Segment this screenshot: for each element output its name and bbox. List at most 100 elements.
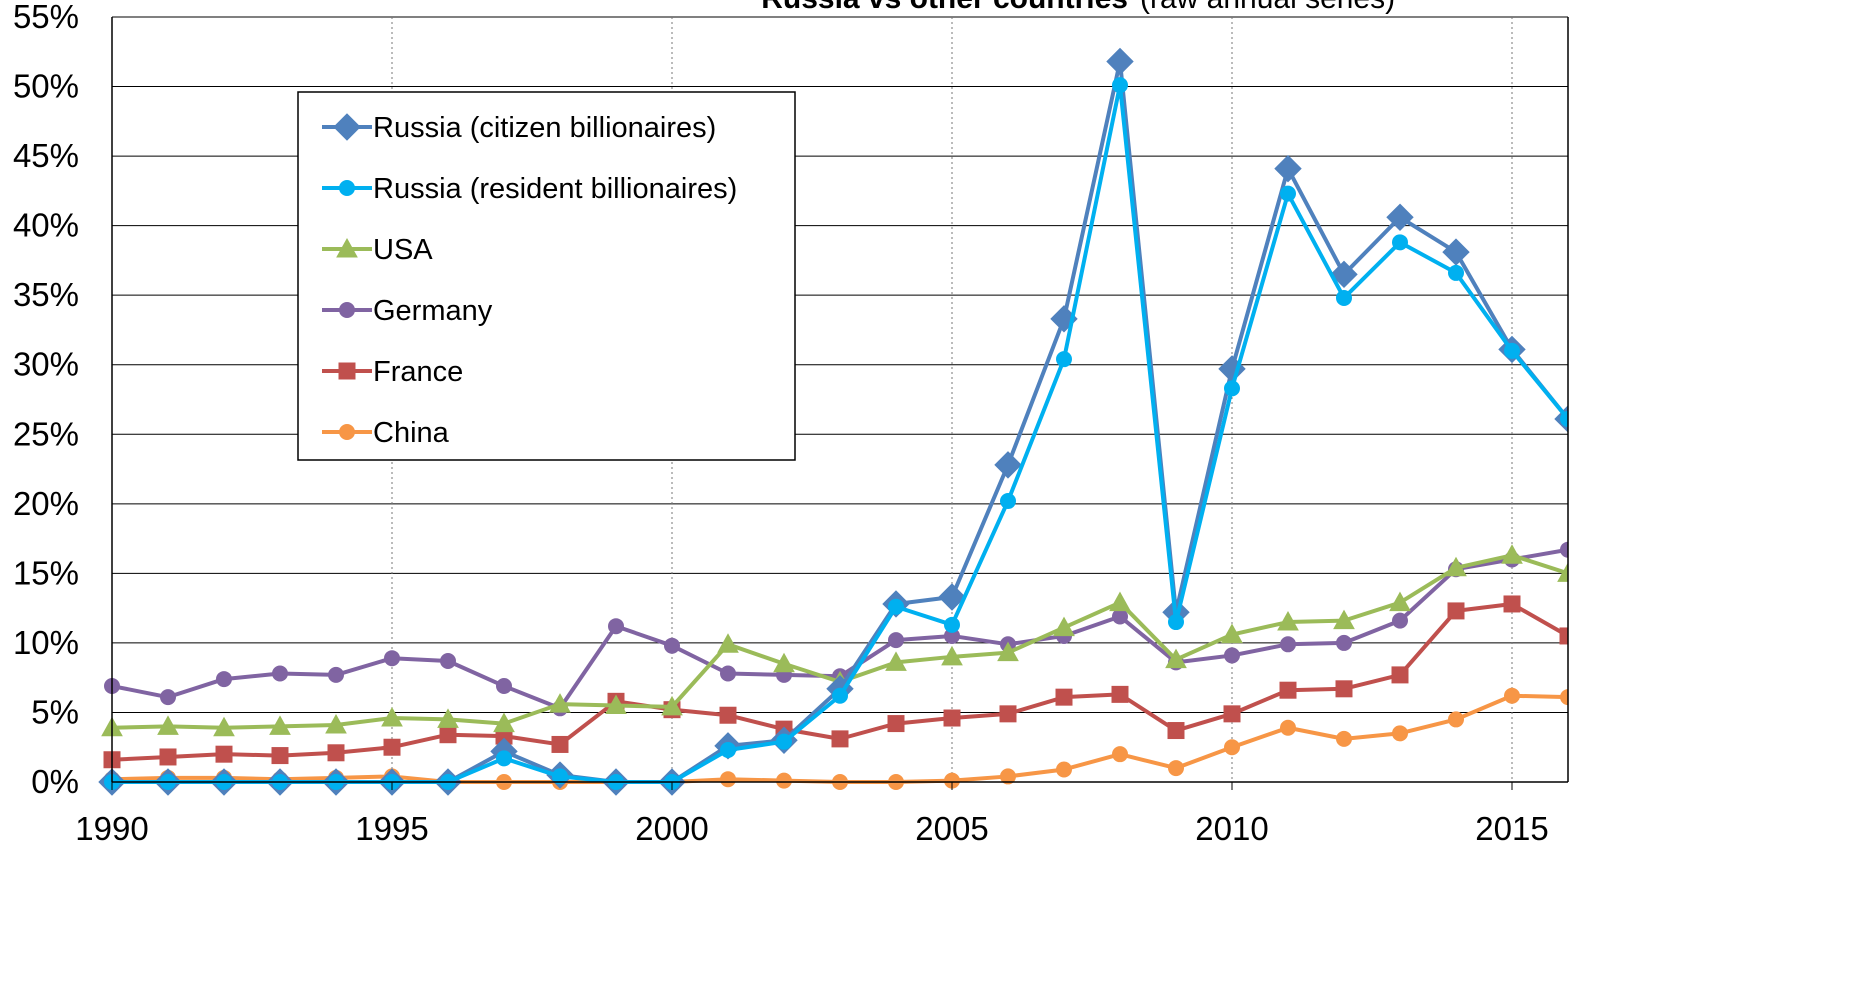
data-point bbox=[1503, 595, 1521, 613]
y-tick-label: 5% bbox=[31, 693, 79, 730]
x-tick-label: 1995 bbox=[355, 810, 428, 847]
data-point bbox=[776, 772, 792, 789]
x-tick-label: 2005 bbox=[915, 810, 988, 847]
legend-marker bbox=[338, 362, 356, 380]
data-point bbox=[1167, 722, 1185, 740]
data-point bbox=[1111, 685, 1129, 703]
y-tick-label: 15% bbox=[13, 554, 79, 591]
data-point bbox=[1392, 612, 1408, 629]
data-point bbox=[496, 750, 512, 767]
data-point bbox=[720, 771, 736, 788]
legend-label: France bbox=[373, 356, 463, 388]
data-point bbox=[1106, 47, 1134, 76]
data-point bbox=[1335, 680, 1353, 698]
data-point bbox=[213, 716, 235, 737]
data-point bbox=[832, 687, 848, 704]
chart-subtitle: (raw annual series) bbox=[1140, 0, 1395, 15]
y-tick-label: 50% bbox=[13, 68, 79, 105]
data-point bbox=[1165, 648, 1187, 669]
data-point bbox=[1056, 761, 1072, 778]
data-point bbox=[885, 651, 907, 671]
data-point bbox=[272, 665, 288, 682]
data-point bbox=[1330, 260, 1358, 289]
data-point bbox=[1445, 556, 1467, 577]
legend: Russia (citizen billionaires) Russia (res… bbox=[297, 91, 796, 461]
data-point bbox=[439, 726, 457, 744]
data-point bbox=[605, 694, 627, 714]
data-point bbox=[1112, 77, 1128, 94]
legend-label: Russia (citizen billionaires) bbox=[373, 112, 716, 144]
legend-marker bbox=[339, 424, 355, 440]
data-point bbox=[1224, 739, 1240, 756]
legend-marker bbox=[339, 180, 355, 196]
data-point bbox=[999, 705, 1017, 723]
data-point bbox=[1109, 591, 1131, 612]
data-point bbox=[941, 645, 963, 666]
data-point bbox=[994, 451, 1022, 479]
y-tick-label: 45% bbox=[13, 137, 79, 174]
data-point bbox=[1053, 616, 1075, 637]
legend-item: France bbox=[322, 356, 463, 388]
legend-item: China bbox=[322, 417, 450, 449]
data-point bbox=[271, 747, 289, 765]
data-point bbox=[1336, 634, 1352, 651]
data-point bbox=[325, 713, 347, 734]
data-point bbox=[720, 665, 736, 682]
data-point bbox=[551, 735, 569, 753]
data-point bbox=[1442, 238, 1470, 266]
data-point bbox=[1336, 730, 1352, 747]
data-point bbox=[1559, 627, 1568, 645]
y-tick-label: 25% bbox=[13, 415, 79, 452]
legend-label: China bbox=[373, 417, 450, 449]
data-point bbox=[1274, 154, 1302, 183]
data-point bbox=[493, 712, 515, 733]
y-tick-label: 40% bbox=[13, 207, 79, 244]
legend-label: USA bbox=[373, 234, 433, 266]
data-point bbox=[720, 742, 736, 759]
data-point bbox=[888, 632, 904, 649]
data-point bbox=[1221, 623, 1243, 644]
data-point bbox=[552, 768, 568, 785]
data-point bbox=[1112, 746, 1128, 763]
data-point bbox=[1448, 264, 1464, 281]
y-tick-label: 20% bbox=[13, 485, 79, 522]
data-point bbox=[1336, 289, 1352, 306]
data-point bbox=[943, 709, 961, 727]
data-point bbox=[215, 745, 233, 763]
data-point bbox=[383, 738, 401, 756]
data-point bbox=[888, 598, 904, 615]
data-point bbox=[1168, 760, 1184, 777]
data-point bbox=[1501, 544, 1523, 564]
x-axis-ticks: 1990 1995 2000 2005 2010 2015 bbox=[75, 782, 1549, 847]
data-point bbox=[1448, 711, 1464, 728]
data-point bbox=[160, 689, 176, 706]
legend-label: Russia (resident billionaires) bbox=[373, 173, 737, 205]
data-point bbox=[1277, 611, 1299, 631]
y-tick-label: 0% bbox=[31, 763, 79, 800]
data-point bbox=[1386, 203, 1414, 231]
axes bbox=[111, 17, 1569, 783]
data-point bbox=[159, 748, 177, 766]
x-tick-label: 2010 bbox=[1195, 810, 1268, 847]
legend-item: USA bbox=[322, 234, 433, 266]
data-point bbox=[269, 715, 291, 735]
data-point bbox=[1056, 351, 1072, 368]
data-point bbox=[496, 678, 512, 695]
data-point bbox=[1447, 602, 1465, 620]
data-point bbox=[384, 650, 400, 667]
data-point bbox=[1504, 342, 1520, 359]
data-point bbox=[1391, 666, 1409, 684]
data-point bbox=[773, 652, 795, 673]
data-point bbox=[216, 671, 232, 688]
legend-item: Germany bbox=[322, 295, 493, 327]
y-axis-ticks: 0% 5% 10% 15% 20% 25% 30% 35% 40% 45% 50% 55% bbox=[13, 0, 79, 800]
data-point bbox=[440, 652, 456, 669]
chart-title: Russia vs other countries bbox=[761, 0, 1128, 15]
x-tick-label: 2000 bbox=[635, 810, 708, 847]
data-point bbox=[887, 715, 905, 733]
data-point bbox=[717, 633, 739, 653]
data-point bbox=[1392, 234, 1408, 251]
data-point bbox=[1055, 688, 1073, 706]
data-point bbox=[997, 641, 1019, 662]
data-point bbox=[1000, 768, 1016, 785]
